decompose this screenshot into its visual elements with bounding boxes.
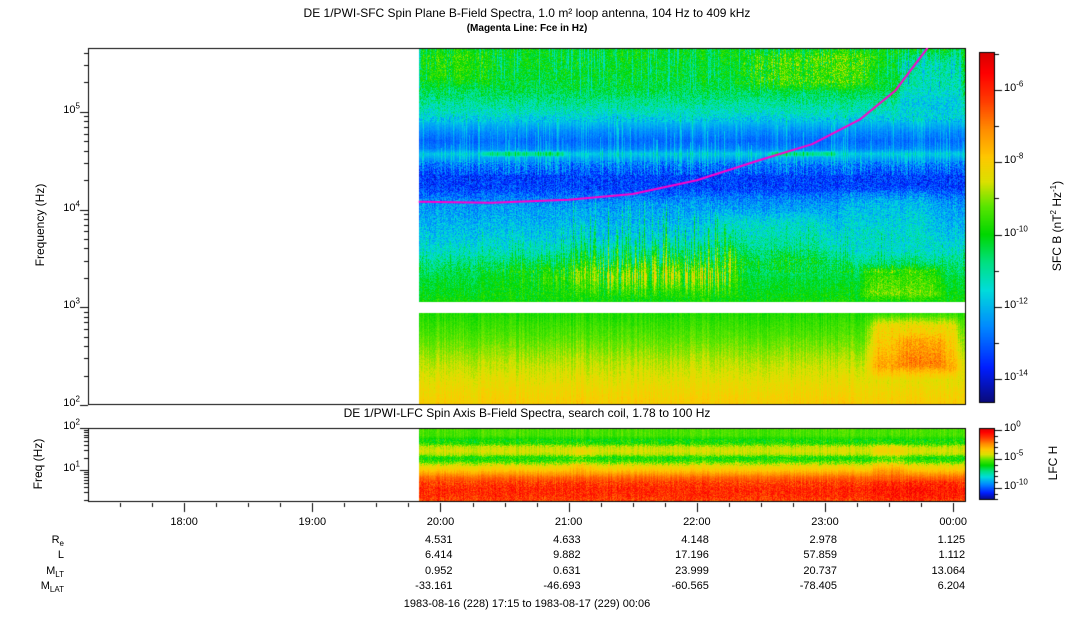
ephemeris-value: 17.196 — [675, 549, 709, 561]
sfc-colorbar-tick-label: 10-14 — [1004, 368, 1028, 383]
ephemeris-value: -60.565 — [671, 580, 709, 592]
lfc-panel-title: DE 1/PWI-LFC Spin Axis B-Field Spectra, … — [343, 406, 711, 420]
sfc-colorbar-tick-label: 10-10 — [1004, 224, 1028, 239]
sfc-colorbar-tick-label: 10-6 — [1004, 79, 1024, 94]
time-tick-label: 20:00 — [426, 516, 455, 528]
lfc-colorbar-tick-label: 10-10 — [1004, 477, 1028, 492]
lfc-freq-tick-label: 102 — [63, 417, 80, 432]
sfc-freq-tick-label: 104 — [63, 199, 80, 214]
sfc-freq-tick-label: 103 — [63, 296, 80, 311]
ephemeris-row-label: MLAT — [40, 580, 64, 595]
ephemeris-value: 0.952 — [424, 565, 453, 577]
time-tick-label: 00:00 — [939, 516, 967, 528]
time-range-caption: 1983-08-16 (228) 17:15 to 1983-08-17 (22… — [403, 598, 651, 610]
ephemeris-value: 4.633 — [553, 534, 581, 546]
lfc-freq-tick-label: 101 — [63, 459, 80, 474]
ephemeris-value: 23.999 — [675, 565, 709, 577]
ephemeris-value: 20.737 — [803, 565, 837, 577]
ephemeris-row-label: MLT — [46, 565, 64, 580]
sfc-freq-tick-label: 105 — [63, 101, 80, 116]
sfc-colorbar-label: SFC B (nT2 Hz-1) — [1049, 180, 1064, 272]
time-tick-label: 23:00 — [811, 516, 839, 528]
lfc-colorbar-tick-label: 100 — [1004, 419, 1021, 434]
sfc-panel-subtitle: (Magenta Line: Fce in Hz) — [466, 23, 588, 34]
time-tick-label: 19:00 — [298, 516, 327, 528]
sfc-colorbar-tick-label: 10-8 — [1004, 151, 1024, 166]
ephemeris-value: 1.125 — [937, 534, 966, 546]
sfc-panel-title: DE 1/PWI-SFC Spin Plane B-Field Spectra,… — [303, 6, 751, 20]
sfc-freq-tick-label: 102 — [63, 394, 80, 409]
ephemeris-row-label: L — [57, 549, 64, 561]
ephemeris-value: 9.882 — [553, 549, 581, 561]
lfc-colorbar-tick-label: 10-5 — [1004, 448, 1024, 463]
ephemeris-value: 57.859 — [803, 549, 837, 561]
ephemeris-value: 0.631 — [553, 565, 581, 577]
ephemeris-row-label: Re — [51, 534, 64, 549]
ephemeris-value: 6.204 — [937, 580, 966, 592]
ephemeris-value: 13.064 — [931, 565, 966, 577]
sfc-y-axis-label: Frequency (Hz) — [33, 183, 47, 267]
ephemeris-value: -46.693 — [543, 580, 581, 592]
ephemeris-value: -78.405 — [799, 580, 837, 592]
ephemeris-value: 4.531 — [424, 534, 453, 546]
ephemeris-value: 2.978 — [809, 534, 837, 546]
time-tick-label: 18:00 — [170, 516, 198, 528]
ephemeris-value: -33.161 — [415, 580, 453, 592]
lfc-colorbar-label: LFC H — [1046, 445, 1060, 481]
ephemeris-value: 6.414 — [424, 549, 453, 561]
time-tick-label: 21:00 — [554, 516, 583, 528]
ephemeris-value: 1.112 — [938, 549, 966, 561]
sfc-colorbar-tick-label: 10-12 — [1004, 296, 1028, 311]
ephemeris-value: 4.148 — [681, 534, 709, 546]
time-tick-label: 22:00 — [683, 516, 711, 528]
